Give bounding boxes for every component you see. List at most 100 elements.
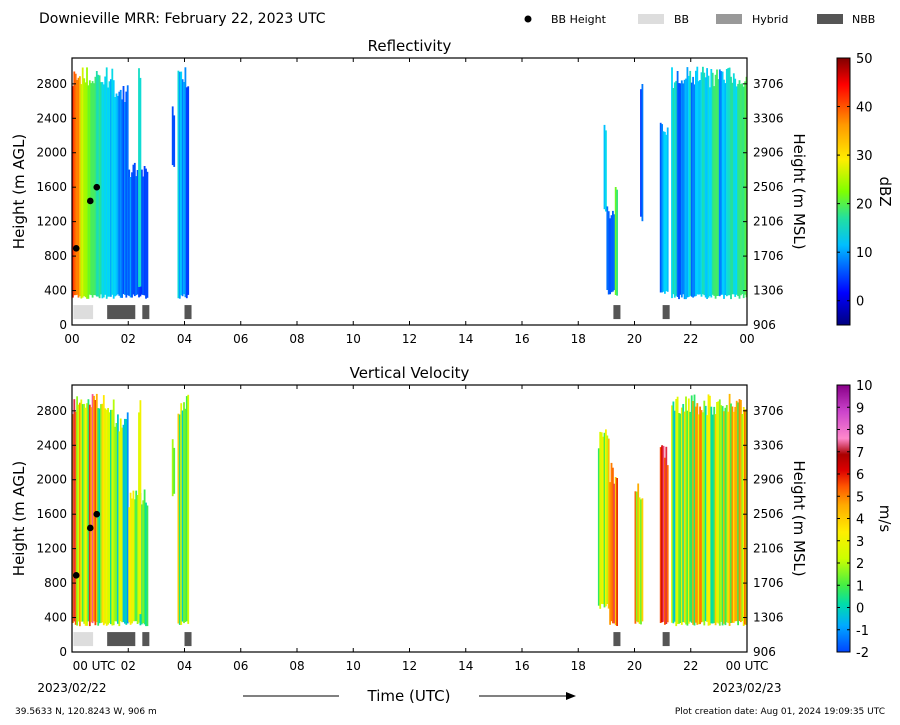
echo-streak bbox=[115, 93, 118, 296]
echo-streak bbox=[129, 492, 132, 625]
x-tick-label: 12 bbox=[402, 659, 417, 673]
echo-streak bbox=[732, 73, 735, 295]
echo-streak bbox=[702, 412, 704, 622]
echo-streak bbox=[173, 447, 176, 494]
echo-streak bbox=[108, 81, 111, 297]
echo-streak bbox=[697, 81, 700, 295]
legend-bb-height-dot-icon bbox=[524, 15, 532, 23]
echo-streak bbox=[121, 99, 124, 298]
echo-streak bbox=[100, 82, 102, 295]
echo-streak bbox=[689, 411, 692, 622]
x-tick-label: 00 bbox=[64, 332, 79, 346]
echo-streak bbox=[720, 405, 723, 622]
y-tick-label-right: 3306 bbox=[753, 111, 784, 125]
panel-title: Vertical Velocity bbox=[350, 364, 470, 382]
echo-streak bbox=[88, 80, 91, 295]
echo-streak bbox=[84, 407, 87, 626]
y-tick-label-right: 2506 bbox=[753, 180, 784, 194]
echo-streak bbox=[90, 407, 93, 623]
plot-frame bbox=[71, 384, 748, 653]
echo-streak bbox=[680, 407, 683, 625]
echo-streak bbox=[187, 86, 190, 295]
echo-streak bbox=[693, 394, 696, 626]
echo-streak bbox=[101, 82, 104, 299]
bb-type-bar-nbb bbox=[142, 632, 150, 647]
echo-streak bbox=[135, 490, 138, 622]
echo-streak bbox=[132, 490, 135, 622]
echo-streak bbox=[110, 79, 112, 297]
x-tick-label: 20 bbox=[627, 659, 642, 673]
echo-streak bbox=[133, 499, 136, 622]
echo-streak bbox=[87, 85, 90, 299]
echo-streak bbox=[730, 403, 732, 623]
echo-streak bbox=[607, 438, 610, 609]
x-tick-label: 08 bbox=[289, 659, 304, 673]
echo-streak bbox=[133, 162, 136, 297]
x-tick-label: 14 bbox=[458, 659, 473, 673]
echo-streak bbox=[727, 68, 730, 296]
echo-streak bbox=[102, 395, 105, 626]
echo-streak bbox=[136, 170, 139, 295]
echo-streak bbox=[146, 505, 149, 627]
colorbar-tick-label: 1 bbox=[856, 579, 864, 594]
echo-streak bbox=[111, 409, 114, 626]
echo-streak bbox=[673, 82, 676, 298]
echo-streak bbox=[731, 82, 734, 295]
echo-streak bbox=[741, 414, 744, 622]
echo-streak bbox=[616, 478, 619, 626]
y-tick-label: 2000 bbox=[36, 473, 67, 487]
echo-streak bbox=[93, 395, 95, 622]
echo-streak bbox=[171, 439, 174, 497]
echo-streak bbox=[126, 412, 129, 624]
bb-height-point bbox=[72, 245, 80, 252]
creation-date-text: Plot creation date: Aug 01, 2024 19:09:3… bbox=[675, 707, 885, 717]
echo-streak bbox=[616, 189, 619, 296]
echo-streak bbox=[77, 77, 80, 298]
echo-streak bbox=[686, 67, 689, 298]
echo-streak bbox=[689, 70, 692, 296]
echo-streak bbox=[718, 69, 721, 297]
y-tick-label-right: 3706 bbox=[753, 77, 784, 91]
echo-streak bbox=[661, 124, 664, 293]
echo-streak bbox=[603, 432, 606, 608]
echo-streak bbox=[744, 409, 747, 625]
y-tick-label: 2800 bbox=[36, 77, 67, 91]
xlabel-arrow-icon bbox=[566, 692, 576, 700]
echo-streak bbox=[659, 447, 662, 623]
echo-streak bbox=[721, 406, 724, 626]
echo-streak bbox=[600, 432, 603, 604]
echo-streak bbox=[105, 67, 108, 299]
y-tick-label-right: 2906 bbox=[753, 473, 784, 487]
colorbar-tick-label: 6 bbox=[856, 468, 864, 483]
echo-streak bbox=[713, 86, 716, 296]
legend-nbb-patch bbox=[817, 14, 843, 24]
x-tick-label: 18 bbox=[571, 659, 586, 673]
echo-streak bbox=[614, 477, 617, 626]
echo-streak bbox=[716, 402, 718, 623]
echo-streak bbox=[704, 77, 707, 298]
echo-streak bbox=[734, 78, 737, 297]
echo-streak bbox=[740, 84, 742, 296]
echo-streak bbox=[95, 71, 98, 297]
echo-streak bbox=[665, 446, 668, 624]
echo-streak bbox=[664, 457, 666, 625]
echo-streak bbox=[115, 423, 118, 622]
y-tick-label: 2000 bbox=[36, 146, 67, 160]
echo-streak bbox=[173, 115, 176, 167]
echo-streak bbox=[605, 130, 607, 212]
echo-streak bbox=[724, 407, 727, 626]
echo-streak bbox=[126, 85, 129, 296]
x-tick-label: 22 bbox=[683, 659, 698, 673]
echo-streak bbox=[683, 79, 686, 300]
y-tick-label-right: 3306 bbox=[753, 438, 784, 452]
bb-height-point bbox=[93, 183, 101, 191]
echo-streak bbox=[602, 436, 605, 605]
x-tick-label: 02 bbox=[121, 332, 136, 346]
echo-streak bbox=[687, 75, 690, 298]
bb-type-bar-bb bbox=[73, 632, 94, 647]
x-tick-label: 00 bbox=[739, 332, 754, 346]
echo-streak bbox=[177, 70, 180, 299]
bb-type-bar-nbb bbox=[142, 305, 150, 320]
